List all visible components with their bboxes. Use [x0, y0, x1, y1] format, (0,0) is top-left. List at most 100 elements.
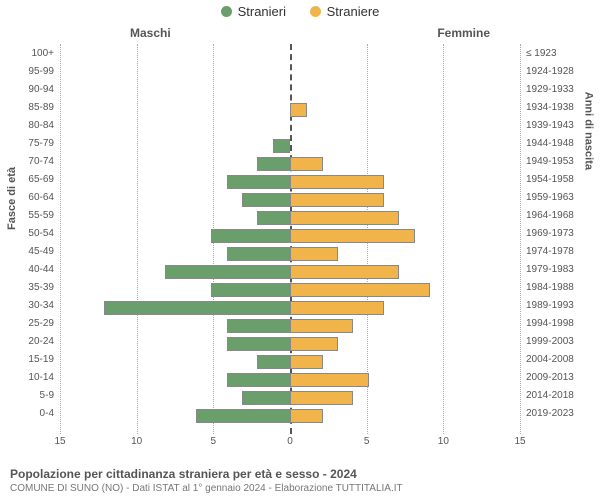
age-label: 40-44	[28, 264, 60, 275]
pyramid-row: 5-92014-2018	[60, 388, 520, 406]
legend-item-male: Stranieri	[221, 4, 286, 19]
pyramid-row: 65-691954-1958	[60, 172, 520, 190]
age-label: 80-84	[28, 120, 60, 131]
pyramid-row: 75-791944-1948	[60, 136, 520, 154]
birth-year-label: 2009-2013	[520, 372, 574, 383]
bar-female	[290, 229, 415, 243]
age-label: 5-9	[40, 390, 60, 401]
pyramid-row: 90-941929-1933	[60, 82, 520, 100]
legend: Stranieri Straniere	[0, 4, 600, 20]
age-label: 50-54	[28, 228, 60, 239]
birth-year-label: 1954-1958	[520, 174, 574, 185]
bar-female	[290, 193, 384, 207]
bar-male	[104, 301, 290, 315]
bar-female	[290, 175, 384, 189]
age-label: 95-99	[28, 66, 60, 77]
birth-year-label: 2014-2018	[520, 390, 574, 401]
age-label: 75-79	[28, 138, 60, 149]
birth-year-label: 1939-1943	[520, 120, 574, 131]
bar-female	[290, 301, 384, 315]
birth-year-label: 1934-1938	[520, 102, 574, 113]
legend-swatch-female	[310, 6, 321, 17]
bar-male	[227, 247, 290, 261]
pyramid-row: 60-641959-1963	[60, 190, 520, 208]
bar-female	[290, 265, 399, 279]
age-label: 20-24	[28, 336, 60, 347]
bar-female	[290, 103, 307, 117]
column-header-female: Femmine	[437, 26, 490, 40]
bar-female	[290, 355, 323, 369]
bar-female	[290, 211, 399, 225]
birth-year-label: 1999-2003	[520, 336, 574, 347]
plot-area: 15105051015 100+≤ 192395-991924-192890-9…	[60, 44, 520, 434]
pyramid-row: 0-42019-2023	[60, 406, 520, 424]
pyramid-rows: 100+≤ 192395-991924-192890-941929-193385…	[60, 46, 520, 424]
bar-male	[257, 211, 290, 225]
legend-label-female: Straniere	[327, 4, 380, 19]
age-label: 35-39	[28, 282, 60, 293]
age-label: 100+	[31, 48, 60, 59]
pyramid-row: 10-142009-2013	[60, 370, 520, 388]
chart-title: Popolazione per cittadinanza straniera p…	[10, 467, 403, 481]
pyramid-row: 35-391984-1988	[60, 280, 520, 298]
bar-male	[227, 319, 290, 333]
birth-year-label: 1944-1948	[520, 138, 574, 149]
birth-year-label: 1949-1953	[520, 156, 574, 167]
x-tick: 5	[364, 436, 370, 447]
age-label: 25-29	[28, 318, 60, 329]
x-tick: 10	[438, 436, 449, 447]
age-label: 55-59	[28, 210, 60, 221]
age-label: 10-14	[28, 372, 60, 383]
birth-year-label: 1964-1968	[520, 210, 574, 221]
pyramid-row: 30-341989-1993	[60, 298, 520, 316]
age-label: 90-94	[28, 84, 60, 95]
pyramid-row: 80-841939-1943	[60, 118, 520, 136]
x-tick: 5	[211, 436, 217, 447]
population-pyramid-chart: Stranieri Straniere Maschi Femmine Fasce…	[0, 0, 600, 500]
age-label: 45-49	[28, 246, 60, 257]
birth-year-label: 1989-1993	[520, 300, 574, 311]
bar-male	[242, 193, 290, 207]
age-label: 30-34	[28, 300, 60, 311]
bar-female	[290, 319, 353, 333]
legend-label-male: Stranieri	[238, 4, 286, 19]
legend-item-female: Straniere	[310, 4, 380, 19]
bar-male	[211, 283, 290, 297]
y-axis-title-left: Fasce di età	[6, 167, 18, 230]
bar-male	[257, 157, 290, 171]
pyramid-row: 50-541969-1973	[60, 226, 520, 244]
birth-year-label: 1984-1988	[520, 282, 574, 293]
bar-male	[273, 139, 290, 153]
pyramid-row: 100+≤ 1923	[60, 46, 520, 64]
bar-male	[165, 265, 290, 279]
y-axis-title-right: Anni di nascita	[582, 92, 594, 170]
bar-male	[196, 409, 290, 423]
bar-female	[290, 409, 323, 423]
bar-female	[290, 391, 353, 405]
age-label: 0-4	[40, 408, 60, 419]
birth-year-label: 1974-1978	[520, 246, 574, 257]
bar-male	[227, 175, 290, 189]
pyramid-row: 25-291994-1998	[60, 316, 520, 334]
x-tick: 10	[131, 436, 142, 447]
bar-female	[290, 373, 369, 387]
age-label: 60-64	[28, 192, 60, 203]
x-tick: 0	[287, 436, 293, 447]
birth-year-label: 1979-1983	[520, 264, 574, 275]
age-label: 70-74	[28, 156, 60, 167]
birth-year-label: 1959-1963	[520, 192, 574, 203]
legend-swatch-male	[221, 6, 232, 17]
pyramid-row: 85-891934-1938	[60, 100, 520, 118]
pyramid-row: 45-491974-1978	[60, 244, 520, 262]
age-label: 15-19	[28, 354, 60, 365]
birth-year-label: 1924-1928	[520, 66, 574, 77]
birth-year-label: 1994-1998	[520, 318, 574, 329]
bar-female	[290, 247, 338, 261]
bar-male	[242, 391, 290, 405]
bar-female	[290, 337, 338, 351]
birth-year-label: 1969-1973	[520, 228, 574, 239]
birth-year-label: 2004-2008	[520, 354, 574, 365]
pyramid-row: 20-241999-2003	[60, 334, 520, 352]
pyramid-row: 95-991924-1928	[60, 64, 520, 82]
birth-year-label: 2019-2023	[520, 408, 574, 419]
